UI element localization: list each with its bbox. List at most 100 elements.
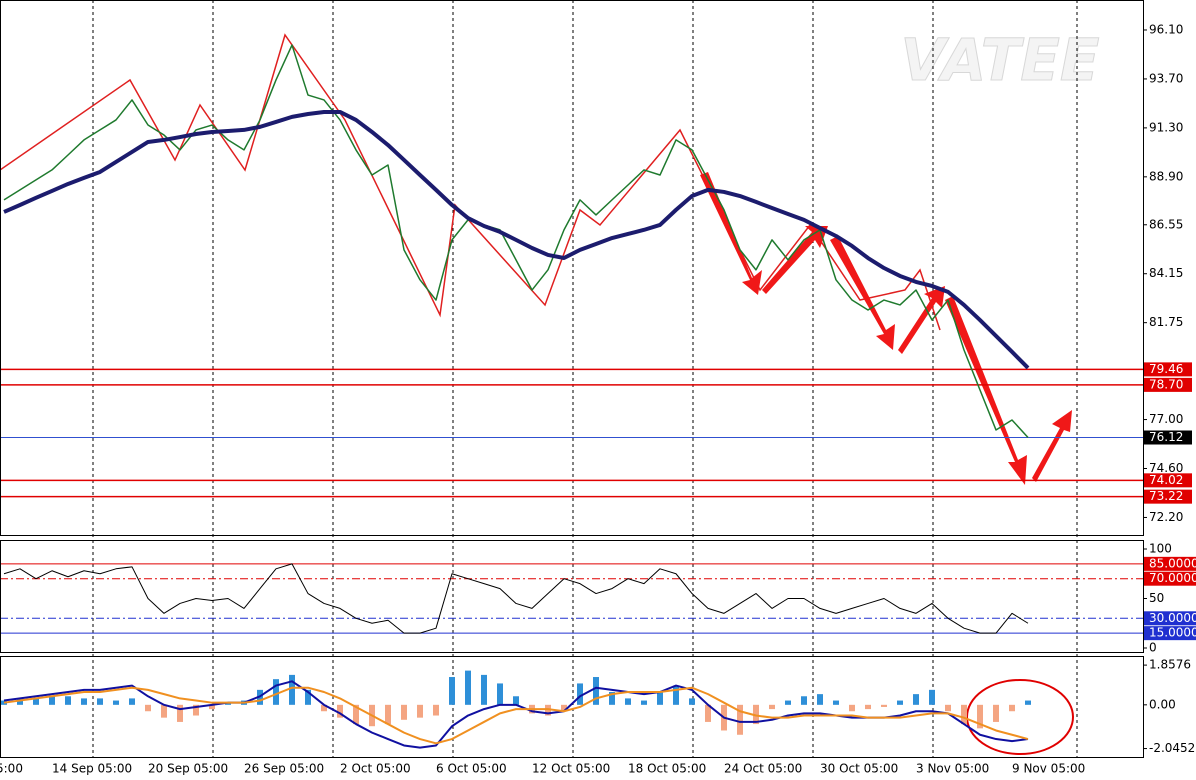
histogram-bar (65, 696, 71, 705)
histogram-bar (225, 702, 231, 705)
x-tick-label: 18 Oct 05:00 (628, 762, 706, 776)
y-tick-label: 84.15 (1149, 266, 1183, 280)
histogram-bar (209, 704, 215, 710)
histogram-bar (977, 704, 983, 729)
histogram-bar (513, 696, 519, 705)
histogram-bar (353, 704, 359, 725)
histogram-bar (417, 704, 423, 718)
histogram-bar (33, 698, 39, 705)
histogram-bar (1009, 704, 1015, 712)
series-line (3, 563, 1029, 634)
y-tick-label: 96.10 (1149, 22, 1183, 36)
y-tick-label: 70.0000 (1149, 571, 1196, 585)
x-tick-label: 24 Oct 05:00 (724, 762, 802, 776)
y-tick-label: 100 (1149, 542, 1172, 556)
histogram-bar (97, 698, 103, 705)
x-tick-label: 26 Sep 05:00 (244, 762, 324, 776)
histogram-bar (49, 696, 55, 705)
panel-frames (0, 0, 1144, 758)
histogram-bar (321, 704, 327, 712)
level-label: 78.70 (1149, 377, 1183, 391)
y-tick-label: 0 (1149, 641, 1157, 655)
histogram-bar (577, 683, 583, 705)
histogram-bar (785, 700, 791, 705)
x-tick-label: 2 Oct 05:00 (340, 762, 411, 776)
x-tick-label: 30 Oct 05:00 (820, 762, 898, 776)
y-tick-label: 93.70 (1149, 71, 1183, 85)
histogram-bar (449, 677, 455, 705)
level-label-box (1144, 489, 1192, 504)
tick-label-box (1144, 611, 1196, 626)
level-label-box (1144, 362, 1192, 377)
arrow (830, 236, 895, 350)
level-label: 76.12 (1149, 430, 1183, 444)
x-tick-label: 3 Nov 05:00 (916, 762, 989, 776)
histogram-bar (945, 704, 951, 712)
histogram-bar (737, 704, 743, 735)
tick-label-box (1144, 571, 1196, 586)
x-tick-label: 20 Sep 05:00 (148, 762, 228, 776)
level-label-box (1144, 473, 1192, 488)
histogram-bar (289, 674, 295, 705)
histogram-bar (801, 696, 807, 705)
histogram-bar (817, 694, 823, 705)
y-tick-label: 15.0000 (1149, 626, 1196, 640)
histogram-bar (657, 691, 663, 705)
histogram-bar (673, 685, 679, 705)
histogram-bar (145, 704, 151, 712)
histogram-bar (193, 704, 199, 716)
zigzag (0, 33, 941, 331)
histogram-bar (641, 700, 647, 705)
histogram-bar (689, 698, 695, 705)
y-tick-label: 85.0000 (1149, 556, 1196, 570)
histogram-bar (81, 698, 87, 705)
series-line (3, 686, 1029, 745)
histogram-bar (913, 694, 919, 705)
histogram-bar (865, 704, 871, 710)
x-tick-label: 14 Sep 05:00 (52, 762, 132, 776)
histogram-bar (961, 704, 967, 725)
histogram-bar (305, 689, 311, 705)
y-tick-label: 72.20 (1149, 510, 1183, 524)
level-label: 73.22 (1149, 489, 1183, 503)
x-tick-label: 5:00 (0, 762, 23, 776)
histogram-bar (993, 704, 999, 722)
y-tick-label: 30.0000 (1149, 611, 1196, 625)
price-panel (0, 0, 1144, 536)
histogram-bar (337, 704, 343, 718)
histogram-bar (497, 683, 503, 705)
histogram-bar (465, 670, 471, 705)
histogram-bar (929, 689, 935, 705)
histogram-bar (753, 704, 759, 725)
histogram-bar (561, 704, 567, 712)
histogram-bar (849, 704, 855, 712)
y-tick-label: 77.00 (1149, 412, 1183, 426)
histogram-bar (17, 698, 23, 705)
histogram-bar (769, 704, 775, 710)
arrow (898, 286, 945, 354)
y-tick-label: 86.55 (1149, 217, 1183, 231)
histogram-bar (161, 704, 167, 718)
histogram-bar (177, 704, 183, 722)
histogram-bar (481, 674, 487, 705)
rsi-panel (0, 540, 1144, 653)
y-tick-label: 88.90 (1149, 169, 1183, 183)
watermark: VATEE (900, 26, 1099, 94)
x-tick-label: 12 Oct 05:00 (532, 762, 610, 776)
level-label-box (1144, 430, 1192, 445)
x-tick-label: 9 Nov 05:00 (1012, 762, 1085, 776)
histogram-bar (881, 704, 887, 707)
histogram-bar (129, 698, 135, 705)
histogram-bar (113, 700, 119, 705)
histogram-bar (1025, 700, 1031, 705)
histogram-bar (625, 698, 631, 705)
series-line (3, 44, 1029, 439)
series-line (3, 680, 1029, 749)
histogram-bar (545, 704, 551, 716)
y-tick-label: 50 (1149, 591, 1164, 605)
arrow (762, 226, 828, 294)
histogram-bar (705, 704, 711, 722)
level-label-box (1144, 377, 1192, 392)
